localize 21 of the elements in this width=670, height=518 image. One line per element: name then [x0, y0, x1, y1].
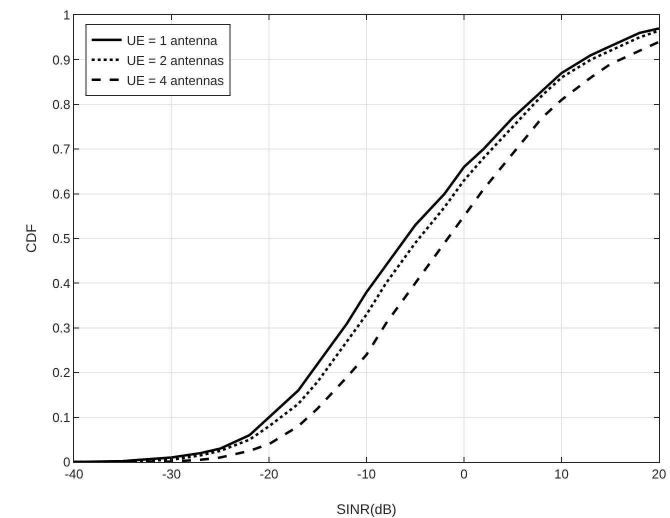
- x-tick-label: -20: [260, 466, 278, 482]
- y-tick-label: 1: [63, 8, 70, 23]
- y-axis-title: CDF: [23, 224, 39, 253]
- x-tick-label: 20: [652, 466, 666, 482]
- x-tick-label: -10: [357, 466, 376, 482]
- y-tick-label: 0.7: [52, 142, 70, 157]
- legend-label: UE = 1 antenna: [126, 32, 218, 48]
- y-tick-label: 0.1: [52, 410, 70, 425]
- legend-label: UE = 4 antennas: [126, 72, 224, 88]
- y-tick-label: 0.6: [52, 186, 70, 202]
- y-tick-label: 0.5: [52, 231, 70, 246]
- x-tick-label: -30: [162, 466, 181, 482]
- x-tick-label: 10: [554, 466, 569, 482]
- y-tick-label: 0.8: [52, 96, 70, 112]
- y-tick-label: 0.9: [52, 52, 70, 68]
- legend-label: UE = 2 antennas: [126, 52, 224, 68]
- x-axis-title: SINR(dB): [336, 501, 396, 517]
- x-tick-label: 0: [460, 466, 468, 482]
- y-tick-label: 0.4: [52, 276, 70, 291]
- y-tick-label: 0.2: [52, 365, 70, 380]
- y-tick-label: 0.3: [52, 320, 70, 336]
